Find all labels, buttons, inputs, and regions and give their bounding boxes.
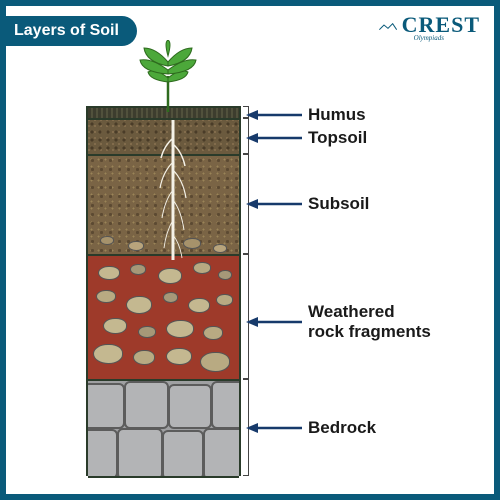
bedrock-block — [88, 429, 118, 478]
stone — [130, 264, 146, 275]
arrow-icon — [246, 315, 302, 329]
stone — [93, 344, 123, 364]
stone — [163, 292, 178, 303]
layer-topsoil — [88, 120, 239, 156]
label-humus: Humus — [246, 105, 366, 125]
layer-subsoil — [88, 156, 239, 256]
bedrock-block — [117, 428, 163, 478]
bedrock-block — [211, 381, 239, 429]
bedrock-block — [168, 384, 212, 429]
stone — [183, 238, 201, 249]
title-text: Layers of Soil — [14, 22, 119, 39]
stone — [193, 262, 211, 274]
bedrock-block — [124, 381, 169, 429]
stone — [158, 268, 182, 284]
label-topsoil: Topsoil — [246, 128, 367, 148]
soil-column — [86, 106, 241, 476]
stone — [216, 294, 233, 306]
stone — [166, 320, 194, 338]
arrow-icon — [246, 421, 302, 435]
title-bar: Layers of Soil — [0, 16, 137, 46]
arrow-icon — [246, 131, 302, 145]
label-weathered: Weathered rock fragments — [246, 302, 431, 341]
diagram-frame: Layers of Soil CREST Olympiads — [0, 0, 500, 500]
logo-peak-icon — [378, 23, 398, 31]
stone — [96, 290, 116, 303]
label-bedrock: Bedrock — [246, 418, 376, 438]
stone — [200, 352, 230, 372]
stone — [188, 298, 210, 313]
label-text-subsoil: Subsoil — [308, 194, 369, 214]
arrow-icon — [246, 108, 302, 122]
plant-icon — [128, 40, 208, 112]
bedrock-block — [203, 428, 239, 478]
stone — [218, 270, 232, 280]
stone — [203, 326, 223, 340]
label-text-humus: Humus — [308, 105, 366, 125]
stone — [128, 241, 144, 251]
stone — [133, 350, 155, 365]
bedrock-block — [162, 430, 204, 478]
stone — [213, 244, 227, 253]
label-text-bedrock: Bedrock — [308, 418, 376, 438]
stone — [103, 318, 127, 334]
label-subsoil: Subsoil — [246, 194, 369, 214]
stone — [100, 236, 114, 245]
label-text-weathered: Weathered rock fragments — [308, 302, 431, 341]
layer-weathered — [88, 256, 239, 381]
label-text-topsoil: Topsoil — [308, 128, 367, 148]
stone — [166, 348, 192, 365]
stone — [138, 326, 156, 338]
stone — [98, 266, 120, 280]
stone — [126, 296, 152, 314]
logo: CREST Olympiads — [378, 12, 480, 42]
layer-bedrock — [88, 381, 239, 478]
bedrock-block — [88, 383, 125, 429]
arrow-icon — [246, 197, 302, 211]
